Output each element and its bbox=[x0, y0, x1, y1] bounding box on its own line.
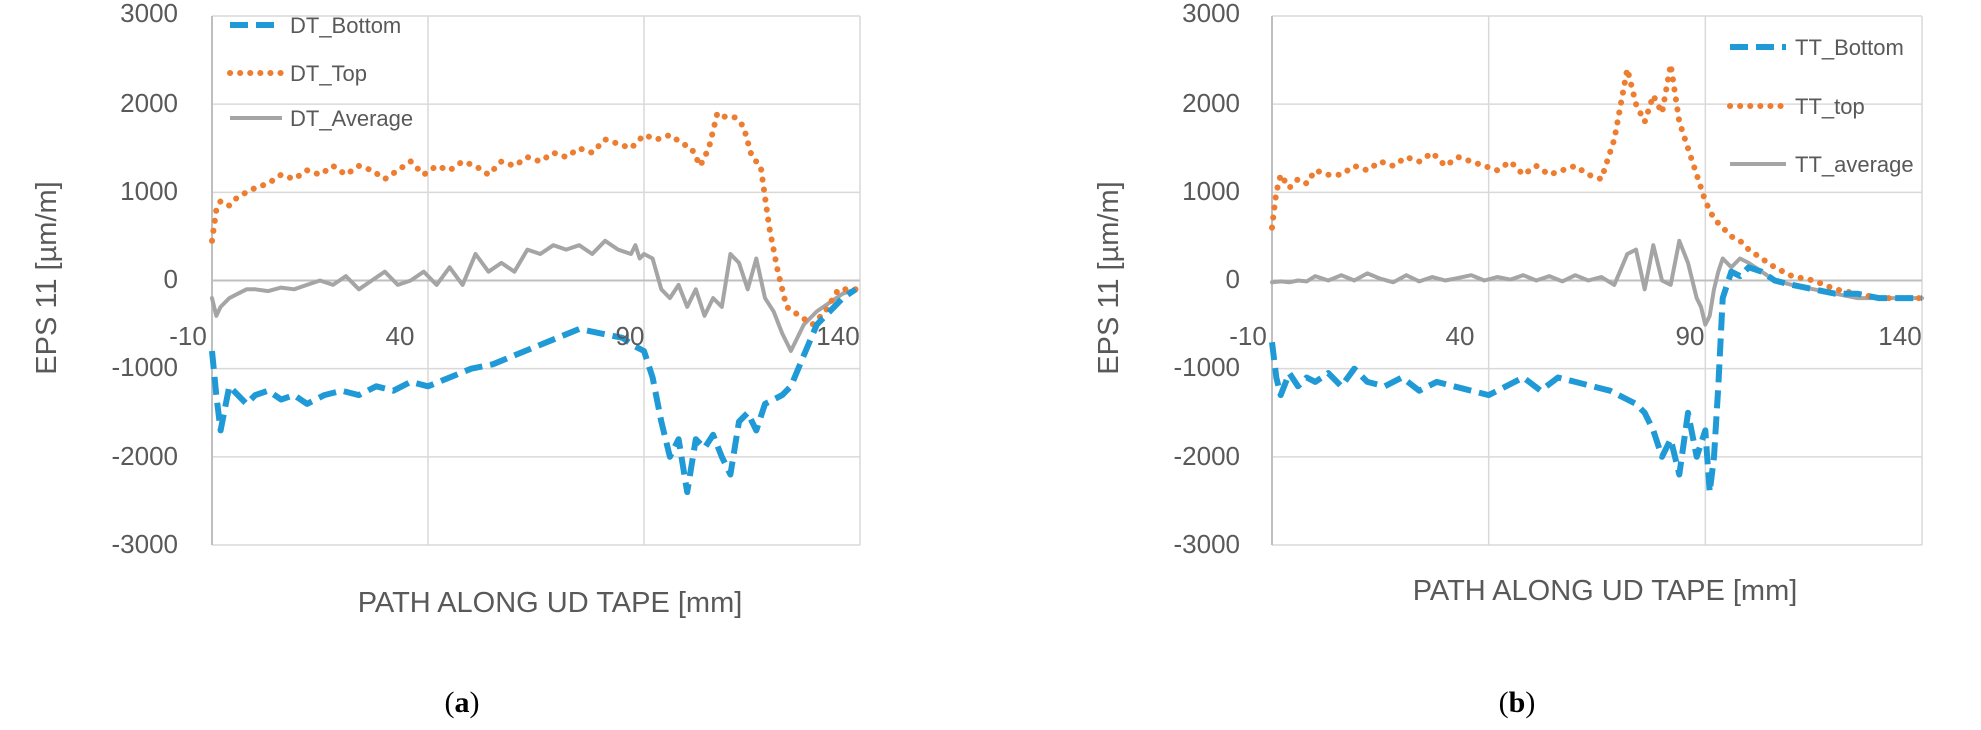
x-axis-title: PATH ALONG UD TAPE [mm] bbox=[1413, 575, 1798, 607]
chart-a-legend: DT_Bottom DT_Top DT_Average bbox=[227, 13, 413, 131]
y-tick-label: -1000 bbox=[112, 352, 179, 382]
legend-label: DT_Bottom bbox=[290, 13, 401, 38]
chart-a-series-group bbox=[209, 110, 859, 496]
series-line-dt-average bbox=[210, 238, 858, 353]
y-tick-label: -2000 bbox=[1174, 441, 1241, 471]
y-tick-label: -3000 bbox=[1174, 529, 1241, 559]
legend-label: TT_top bbox=[1795, 94, 1865, 119]
legend-label: TT_Bottom bbox=[1795, 35, 1904, 60]
x-tick-label: 40 bbox=[386, 321, 415, 351]
y-tick-label: -3000 bbox=[112, 529, 179, 559]
x-tick-label: 90 bbox=[1676, 321, 1705, 351]
y-axis-title: EPS 11 [µm/m] bbox=[1093, 181, 1125, 374]
chart-panel-b: 3000 2000 1000 0 -1000 -2000 -3000 -10 4… bbox=[1093, 0, 1925, 719]
chart-b-series-group bbox=[1269, 61, 1925, 496]
x-tick-label: -10 bbox=[1229, 321, 1267, 351]
y-tick-label: 3000 bbox=[120, 0, 178, 28]
x-tick-label: 140 bbox=[816, 321, 859, 351]
y-axis-title: EPS 11 [µm/m] bbox=[31, 181, 63, 374]
x-tick-label: 140 bbox=[1878, 321, 1921, 351]
y-tick-label: 1000 bbox=[1182, 176, 1240, 206]
x-tick-label: 40 bbox=[1446, 321, 1475, 351]
chart-b-legend: TT_Bottom TT_top TT_average bbox=[1727, 35, 1914, 177]
y-tick-label: -2000 bbox=[112, 441, 179, 471]
chart-panel-a: 3000 2000 1000 0 -1000 -2000 -3000 -10 4… bbox=[31, 0, 861, 719]
legend-label: DT_Average bbox=[290, 106, 413, 131]
series-line-tt-bottom bbox=[1269, 264, 1922, 496]
legend-label: TT_average bbox=[1795, 152, 1914, 177]
legend-label: DT_Top bbox=[290, 61, 367, 86]
chart-b-y-tick-labels: 3000 2000 1000 0 -1000 -2000 -3000 bbox=[1174, 0, 1241, 559]
series-line-tt-top bbox=[1269, 61, 1925, 302]
chart-a-x-tick-labels: -10 40 90 140 bbox=[169, 321, 859, 351]
series-line-tt-average bbox=[1270, 238, 1924, 327]
panel-caption-b: (b) bbox=[1499, 686, 1536, 719]
series-line-dt-bottom bbox=[209, 286, 858, 496]
chart-b-x-tick-labels: -10 40 90 140 bbox=[1229, 321, 1921, 351]
y-tick-label: 0 bbox=[1226, 264, 1240, 294]
chart-a-y-tick-labels: 3000 2000 1000 0 -1000 -2000 -3000 bbox=[112, 0, 179, 559]
y-tick-label: -1000 bbox=[1174, 352, 1241, 382]
y-tick-label: 0 bbox=[164, 264, 178, 294]
y-tick-label: 3000 bbox=[1182, 0, 1240, 28]
y-tick-label: 1000 bbox=[120, 176, 178, 206]
y-tick-label: 2000 bbox=[1182, 88, 1240, 118]
x-axis-title: PATH ALONG UD TAPE [mm] bbox=[358, 587, 743, 619]
panel-caption-a: (a) bbox=[445, 686, 480, 719]
series-line-dt-top bbox=[209, 110, 859, 328]
y-tick-label: 2000 bbox=[120, 88, 178, 118]
x-tick-label: 90 bbox=[616, 321, 645, 351]
x-tick-label: -10 bbox=[169, 321, 207, 351]
